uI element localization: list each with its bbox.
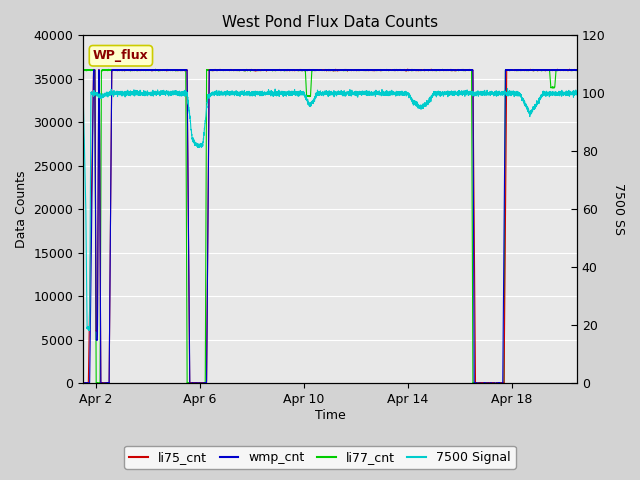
Legend: li75_cnt, wmp_cnt, li77_cnt, 7500 Signal: li75_cnt, wmp_cnt, li77_cnt, 7500 Signal [124, 446, 516, 469]
X-axis label: Time: Time [315, 409, 346, 422]
Text: WP_flux: WP_flux [93, 49, 148, 62]
Title: West Pond Flux Data Counts: West Pond Flux Data Counts [222, 15, 438, 30]
Y-axis label: 7500 SS: 7500 SS [612, 183, 625, 235]
Y-axis label: Data Counts: Data Counts [15, 170, 28, 248]
